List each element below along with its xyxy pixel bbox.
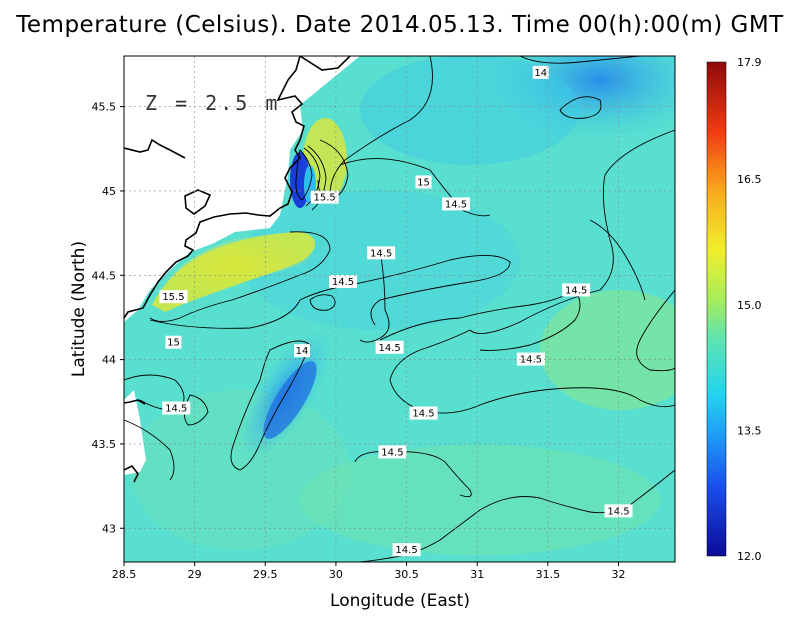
- contour-label-bg: [442, 197, 471, 211]
- y-axis-label: Latitude (North): [69, 241, 89, 377]
- x-tick-label: 29.5: [253, 568, 278, 581]
- contour-15-mid: [149, 255, 511, 329]
- coastline: [124, 56, 351, 483]
- plot-frame: [123, 55, 676, 563]
- contour-label-bg: [162, 401, 191, 415]
- depth-annotation: Z = 2.5 m: [145, 91, 280, 115]
- colorbar-tick-label: 15.0: [737, 299, 762, 312]
- contour-label-bg: [392, 543, 421, 557]
- x-tick-label: 30: [329, 568, 343, 581]
- grid: [124, 56, 675, 562]
- x-tick-label: 32: [611, 568, 625, 581]
- field-warm-e: [540, 290, 675, 410]
- contour-label: 14: [296, 346, 309, 357]
- y-tick-label: 45: [102, 185, 116, 198]
- contour-label-bg: [367, 246, 396, 260]
- contour-15-north: [329, 56, 433, 196]
- contour-label: 14.5: [395, 545, 417, 556]
- field-cool-mid: [240, 190, 520, 330]
- contour-label-bg: [409, 406, 438, 420]
- y-tick-label: 43.5: [92, 438, 117, 451]
- contour-14-5-east-inner: [589, 219, 646, 301]
- coastline-delta: [299, 56, 351, 71]
- chart-title: Temperature (Celsius). Date 2014.05.13. …: [16, 12, 784, 38]
- contour-label: 14.5: [565, 285, 587, 296]
- contour-14-5-south-east: [389, 329, 675, 414]
- colorbar: [706, 61, 727, 557]
- contour-label: 15: [417, 178, 430, 189]
- contour-label-bg: [294, 344, 311, 358]
- contour-labels: 14 15 14.5 15.5 14.5 14.5 15.5 15 14 14.5 14.5 14.5…: [159, 65, 633, 557]
- field-cool-n: [360, 56, 580, 165]
- x-tick-label: 30.5: [394, 568, 419, 581]
- contour-label: 14.5: [412, 409, 434, 420]
- land-crimea: [124, 56, 360, 322]
- coastline-north: [124, 56, 305, 319]
- contour-label-bg: [604, 504, 633, 518]
- contour-label-bg: [159, 290, 188, 304]
- contour-15-ring: [309, 294, 336, 311]
- contour-15-east-edge: [636, 289, 675, 372]
- y-tick-label: 43: [102, 522, 116, 535]
- contour-cold-spot-1: [295, 149, 313, 201]
- contour-label: 15: [167, 338, 180, 349]
- contour-label-bg: [165, 335, 182, 349]
- x-axis-label: Longitude (East): [330, 591, 470, 611]
- x-tick-label: 31: [470, 568, 484, 581]
- contour-14-5-north: [339, 158, 491, 217]
- contour-label-bg: [328, 275, 357, 289]
- contour-14-5-east: [469, 129, 675, 335]
- contour-label-bg: [310, 190, 339, 204]
- y-tick-label: 45.5: [92, 101, 117, 114]
- colorbar-tick-label: 16.5: [737, 173, 762, 186]
- contour-label: 14.5: [445, 199, 467, 210]
- contour-label: 14.5: [332, 277, 354, 288]
- contour-15-5-coast: [149, 231, 331, 322]
- x-axis-ticks: 28.5 29 29.5 30 30.5 31 31.5 32: [112, 562, 625, 581]
- colorbar-tick-label: 17.9: [737, 56, 762, 69]
- contour-14-5-south-mid: [354, 451, 472, 498]
- temperature-field: [124, 56, 675, 562]
- field-warm-s: [300, 445, 660, 555]
- contour-label: 14.5: [370, 248, 392, 259]
- y-tick-label: 44: [102, 354, 116, 367]
- y-axis-ticks: 43 43.5 44 44.5 45 45.5: [92, 101, 124, 535]
- contour-label-bg: [532, 65, 549, 79]
- contour-label: 14.5: [165, 404, 187, 415]
- x-tick-label: 28.5: [112, 568, 137, 581]
- coastline-bulgaria-north: [124, 399, 146, 405]
- colorbar-tick-label: 13.5: [737, 424, 762, 437]
- x-tick-label: 29: [188, 568, 202, 581]
- y-tick-label: 44.5: [92, 269, 117, 282]
- coastline-crimea-inner: [184, 189, 212, 215]
- contour-label-bg: [375, 340, 404, 354]
- coastline-sea-of-azov: [124, 138, 186, 159]
- field-warm-coast-core: [152, 232, 316, 312]
- contour-label-bg: [562, 283, 591, 297]
- colorbar-tick-label: 12.0: [737, 550, 762, 563]
- contour-14-5-bulgaria: [124, 419, 175, 481]
- colorbar-ticks: 12.0 13.5 15.0 16.5 17.9: [737, 56, 762, 563]
- contour-14-5-west: [124, 374, 185, 411]
- field-cold-core: [263, 361, 317, 439]
- contour-14-ne-ring: [559, 96, 602, 119]
- contour-label: 15.5: [313, 193, 335, 204]
- contour-14-north: [519, 56, 641, 64]
- coastline-bulgaria-south: [124, 464, 139, 483]
- contour-label: 15.5: [162, 292, 184, 303]
- contour-label: 14.5: [381, 447, 403, 458]
- contour-14-5-mid: [359, 249, 390, 343]
- contour-label-bg: [415, 175, 432, 189]
- land-bulgaria: [124, 390, 146, 475]
- contour-label-bg: [378, 445, 407, 459]
- x-tick-label: 31.5: [536, 568, 561, 581]
- contour-label: 14.5: [520, 355, 542, 366]
- contour-label: 14.5: [378, 343, 400, 354]
- contour-label: 14: [534, 68, 547, 79]
- contour-label-bg: [516, 352, 545, 366]
